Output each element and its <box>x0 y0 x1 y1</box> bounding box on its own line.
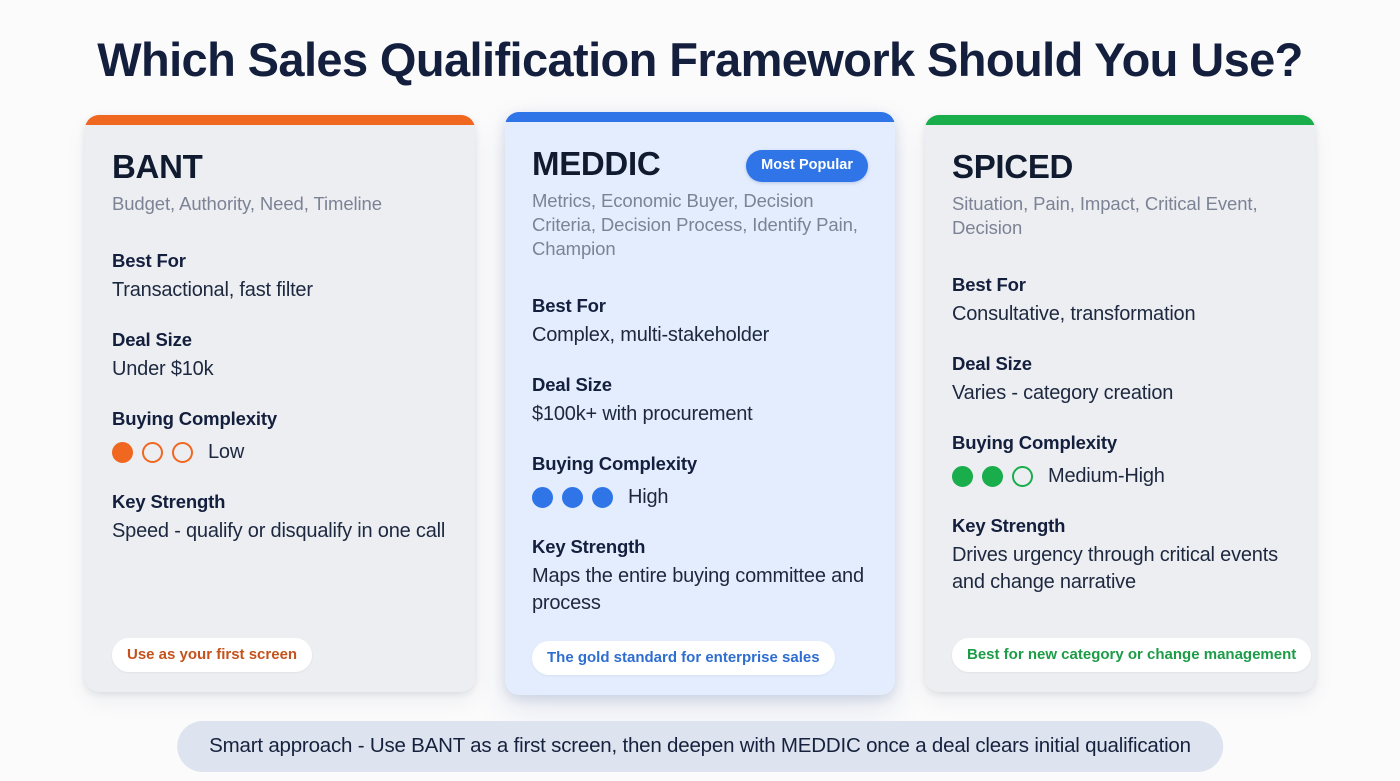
complexity-dot-filled <box>982 466 1003 487</box>
most-popular-badge: Most Popular <box>746 150 868 182</box>
deal-size-value: Varies - category creation <box>952 382 1174 404</box>
buying-complexity-section: Buying Complexity High <box>532 452 868 511</box>
complexity-dot-filled <box>952 466 973 487</box>
deal-size-section: Deal Size Varies - category creation <box>952 352 1288 407</box>
key-strength-section: Key Strength Maps the entire buying comm… <box>532 535 868 617</box>
complexity-dot-filled <box>532 487 553 508</box>
complexity-dot-empty <box>1012 466 1033 487</box>
framework-card-spiced[interactable]: SPICED Situation, Pain, Impact, Critical… <box>925 115 1315 692</box>
buying-complexity-label: Buying Complexity <box>532 453 697 474</box>
complexity-dot-empty <box>142 442 163 463</box>
deal-size-label: Deal Size <box>532 374 612 395</box>
best-for-label: Best For <box>952 274 1026 295</box>
deal-size-label: Deal Size <box>952 353 1032 374</box>
card-accent-bar <box>85 115 475 125</box>
complexity-level-text: Low <box>208 441 245 463</box>
card-header: MEDDIC Most Popular Metrics, Economic Bu… <box>532 144 868 261</box>
card-body: MEDDIC Most Popular Metrics, Economic Bu… <box>505 122 895 695</box>
buying-complexity-section: Buying Complexity Low <box>112 407 448 466</box>
complexity-meter: Low <box>112 439 448 466</box>
best-for-label: Best For <box>532 295 606 316</box>
framework-card-meddic[interactable]: MEDDIC Most Popular Metrics, Economic Bu… <box>505 112 895 695</box>
best-for-value: Complex, multi-stakeholder <box>532 324 770 346</box>
page-title: Which Sales Qualification Framework Shou… <box>97 33 1303 86</box>
complexity-meter: Medium-High <box>952 463 1288 490</box>
recommendation-badge: Use as your first screen <box>112 638 313 672</box>
key-strength-section: Key Strength Speed - qualify or disquali… <box>112 490 448 545</box>
summary-recommendation-banner: Smart approach - Use BANT as a first scr… <box>177 721 1223 772</box>
recommendation-badge: Best for new category or change manageme… <box>952 638 1312 672</box>
framework-name: MEDDIC <box>532 145 661 182</box>
complexity-dot-filled <box>112 442 133 463</box>
card-accent-bar <box>505 112 895 122</box>
complexity-level-text: High <box>628 486 669 508</box>
card-header: SPICED Situation, Pain, Impact, Critical… <box>952 147 1288 240</box>
framework-acronym-expansion: Metrics, Economic Buyer, Decision Criter… <box>532 190 858 259</box>
key-strength-value: Maps the entire buying committee and pro… <box>532 565 864 614</box>
complexity-dot-filled <box>592 487 613 508</box>
complexity-dot-empty <box>172 442 193 463</box>
key-strength-label: Key Strength <box>532 536 646 557</box>
framework-name: BANT <box>112 148 203 185</box>
card-header: BANT Budget, Authority, Need, Timeline <box>112 147 448 216</box>
recommendation-badge: The gold standard for enterprise sales <box>532 641 835 675</box>
key-strength-label: Key Strength <box>112 491 226 512</box>
buying-complexity-label: Buying Complexity <box>952 432 1117 453</box>
framework-acronym-expansion: Situation, Pain, Impact, Critical Event,… <box>952 193 1258 238</box>
best-for-label: Best For <box>112 250 186 271</box>
key-strength-label: Key Strength <box>952 515 1066 536</box>
framework-name: SPICED <box>952 148 1074 185</box>
best-for-section: Best For Transactional, fast filter <box>112 249 448 304</box>
complexity-level-text: Medium-High <box>1048 465 1165 487</box>
deal-size-label: Deal Size <box>112 329 192 350</box>
deal-size-value: $100k+ with procurement <box>532 403 753 425</box>
key-strength-value: Speed - qualify or disqualify in one cal… <box>112 520 446 542</box>
deal-size-section: Deal Size $100k+ with procurement <box>532 373 868 428</box>
deal-size-value: Under $10k <box>112 358 214 380</box>
key-strength-section: Key Strength Drives urgency through crit… <box>952 514 1288 596</box>
card-body: BANT Budget, Authority, Need, Timeline B… <box>85 125 475 692</box>
best-for-value: Consultative, transformation <box>952 303 1196 325</box>
deal-size-section: Deal Size Under $10k <box>112 328 448 383</box>
complexity-dot-filled <box>562 487 583 508</box>
best-for-section: Best For Consultative, transformation <box>952 273 1288 328</box>
card-body: SPICED Situation, Pain, Impact, Critical… <box>925 125 1315 692</box>
best-for-value: Transactional, fast filter <box>112 279 313 301</box>
card-accent-bar <box>925 115 1315 125</box>
framework-card-bant[interactable]: BANT Budget, Authority, Need, Timeline B… <box>85 115 475 692</box>
best-for-section: Best For Complex, multi-stakeholder <box>532 294 868 349</box>
buying-complexity-section: Buying Complexity Medium-High <box>952 431 1288 490</box>
key-strength-value: Drives urgency through critical events a… <box>952 544 1278 593</box>
buying-complexity-label: Buying Complexity <box>112 408 277 429</box>
complexity-meter: High <box>532 484 868 511</box>
framework-cards-row: BANT Budget, Authority, Need, Timeline B… <box>85 112 1315 697</box>
framework-acronym-expansion: Budget, Authority, Need, Timeline <box>112 193 382 214</box>
